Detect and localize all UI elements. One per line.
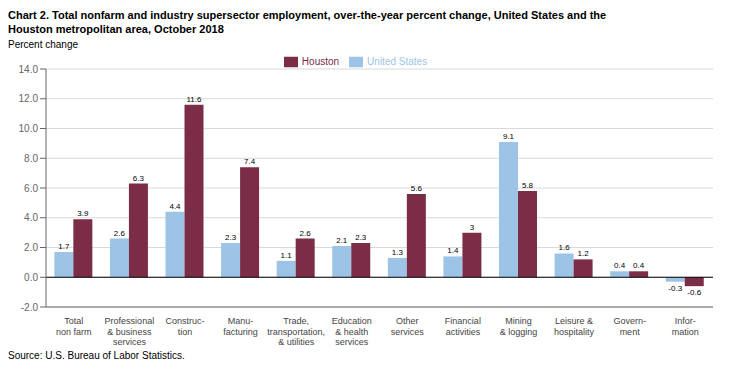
svg-text:6.3: 6.3: [133, 174, 145, 183]
svg-text:11.6: 11.6: [187, 95, 203, 104]
svg-text:12.0: 12.0: [19, 93, 39, 104]
svg-text:2.0: 2.0: [24, 242, 38, 253]
html-text:Source: U.S. Bureau of Labor S: Source: U.S. Bureau of Labor Statistics.: [8, 350, 185, 361]
svg-text:1.6: 1.6: [559, 243, 571, 252]
svg-text:Education& healthservices: Education& healthservices: [332, 316, 372, 347]
svg-text:Otherservices: Otherservices: [391, 316, 425, 337]
svg-text:Manu-facturing: Manu-facturing: [223, 316, 258, 337]
svg-text:1.7: 1.7: [58, 242, 70, 251]
svg-text:2.6: 2.6: [300, 229, 312, 238]
svg-text:Trade,transportation,& utiliti: Trade,transportation,& utilities: [267, 316, 325, 347]
svg-text:6.0: 6.0: [24, 183, 38, 194]
svg-text:7.4: 7.4: [244, 157, 256, 166]
svg-text:Professional& businessservices: Professional& businessservices: [105, 316, 155, 347]
html-text:Percent change: Percent change: [8, 39, 79, 50]
svg-text:3: 3: [470, 223, 475, 232]
svg-text:1.1: 1.1: [281, 251, 293, 260]
svg-text:9.1: 9.1: [503, 132, 515, 141]
svg-text:Leisure &hospitality: Leisure &hospitality: [554, 316, 595, 337]
svg-text:2.1: 2.1: [336, 236, 348, 245]
svg-text:1.2: 1.2: [578, 249, 590, 258]
svg-text:0.4: 0.4: [614, 261, 626, 270]
html-text:United States: United States: [367, 55, 428, 67]
svg-text:0.0: 0.0: [24, 272, 38, 283]
svg-text:1.3: 1.3: [392, 248, 404, 257]
html-text:Houston metropolitan area, Oct: Houston metropolitan area, October 2018: [8, 23, 224, 35]
svg-text:4.4: 4.4: [169, 202, 181, 211]
svg-text:4.0: 4.0: [24, 212, 38, 223]
svg-text:Govern-ment: Govern-ment: [613, 316, 646, 337]
svg-text:5.8: 5.8: [522, 181, 534, 190]
svg-text:2.6: 2.6: [114, 229, 126, 238]
svg-text:14.0: 14.0: [19, 64, 39, 75]
svg-text:Totalnon farm: Totalnon farm: [56, 316, 92, 337]
svg-text:0.4: 0.4: [633, 261, 645, 270]
svg-text:-0.6: -0.6: [687, 288, 701, 297]
svg-text:2.3: 2.3: [225, 233, 237, 242]
svg-text:1.4: 1.4: [447, 246, 459, 255]
svg-text:2.3: 2.3: [355, 233, 367, 242]
svg-text:10.0: 10.0: [19, 123, 39, 134]
html-text:Houston: Houston: [301, 55, 340, 67]
svg-text:5.6: 5.6: [411, 184, 423, 193]
svg-text:Construc-tion: Construc-tion: [165, 316, 204, 337]
svg-text:Infor-mation: Infor-mation: [672, 316, 699, 337]
svg-text:-2.0: -2.0: [21, 302, 39, 313]
svg-text:Mining& logging: Mining& logging: [500, 316, 538, 337]
svg-text:-0.3: -0.3: [668, 284, 682, 293]
svg-text:3.9: 3.9: [77, 209, 89, 218]
html-text:Chart 2. Total nonfarm and ind: Chart 2. Total nonfarm and industry supe…: [8, 9, 607, 21]
svg-text:Financialactivities: Financialactivities: [445, 316, 481, 337]
svg-text:8.0: 8.0: [24, 153, 38, 164]
